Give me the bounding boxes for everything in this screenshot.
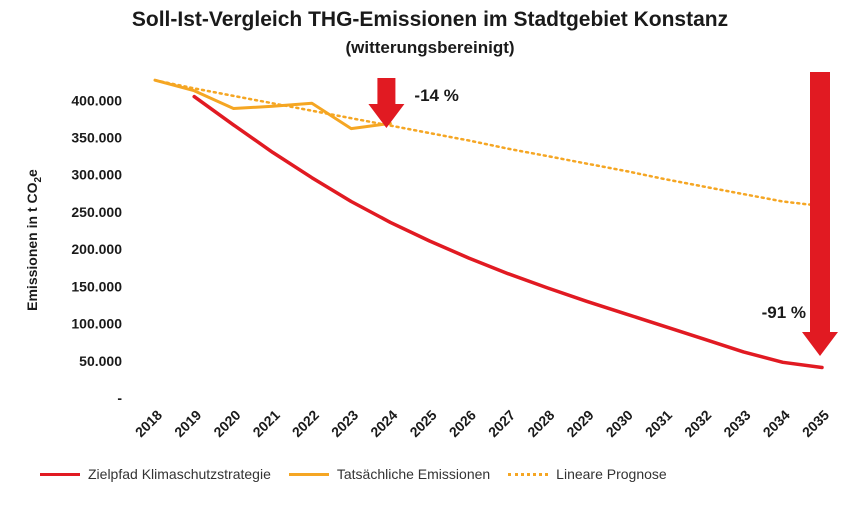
y-tick-label: 400.000 — [71, 92, 122, 108]
legend-label-prognose: Lineare Prognose — [556, 466, 667, 482]
chart-subtitle: (witterungsbereinigt) — [345, 38, 515, 57]
y-tick-label: 150.000 — [71, 278, 122, 294]
x-tick-label: 2035 — [799, 407, 832, 440]
legend-swatch-zielpfad — [40, 472, 80, 476]
x-tick-label: 2019 — [171, 407, 204, 440]
chart-title: Soll-Ist-Vergleich THG-Emissionen im Sta… — [131, 8, 729, 31]
x-tick-label: 2026 — [446, 407, 479, 440]
x-tick-label: 2034 — [760, 407, 793, 440]
legend-label-tatsaechlich: Tatsächliche Emissionen — [336, 466, 491, 482]
legend: Zielpfad Klimaschutzstrategie Tatsächlic… — [40, 466, 840, 482]
series-line-tatsaechlich — [153, 78, 392, 131]
legend-item-zielpfad: Zielpfad Klimaschutzstrategie — [40, 466, 271, 482]
legend-item-prognose: Lineare Prognose — [508, 466, 667, 482]
x-tick-label: 2031 — [642, 407, 675, 440]
arrow-14-shaft — [377, 78, 396, 104]
legend-item-tatsaechlich: Tatsächliche Emissionen — [288, 466, 491, 482]
arrow-14-head — [368, 104, 405, 128]
x-tick-label: 2029 — [563, 407, 596, 440]
x-tick-label: 2033 — [720, 407, 753, 440]
y-tick-label: 250.000 — [71, 204, 122, 220]
annotation-91-label: -91 % — [762, 303, 806, 322]
y-tick-label: 300.000 — [71, 167, 122, 183]
legend-label-zielpfad: Zielpfad Klimaschutzstrategie — [88, 466, 271, 482]
y-axis-label: Emissionen in t CO2e — [24, 169, 44, 311]
x-tick-label: 2024 — [367, 407, 400, 440]
x-tick-label: 2032 — [681, 407, 714, 440]
x-tick-label: 2022 — [289, 407, 322, 440]
legend-swatch-prognose — [508, 472, 549, 476]
x-tick-label: 2028 — [524, 407, 557, 440]
x-tick-label: 2021 — [249, 407, 282, 440]
y-tick-label: 100.000 — [71, 316, 122, 332]
y-tick-label: 200.000 — [71, 241, 122, 257]
series-line-zielpfad — [192, 94, 824, 370]
x-tick-label: 2018 — [132, 407, 165, 440]
annotation-14-label: -14 % — [414, 86, 458, 105]
y-tick-label: - — [117, 390, 122, 406]
series-line-prognose — [153, 78, 824, 208]
y-tick-label: 50.000 — [79, 353, 122, 369]
x-tick-label: 2027 — [485, 407, 518, 440]
x-tick-label: 2023 — [328, 407, 361, 440]
arrow-91-shaft — [810, 72, 830, 334]
arrow-91-head — [802, 332, 838, 356]
x-tick-label: 2030 — [603, 407, 636, 440]
legend-swatch-tatsaechlich — [288, 472, 329, 476]
y-tick-label: 350.000 — [71, 130, 122, 146]
x-tick-label: 2020 — [210, 407, 243, 440]
x-tick-label: 2025 — [406, 407, 439, 440]
